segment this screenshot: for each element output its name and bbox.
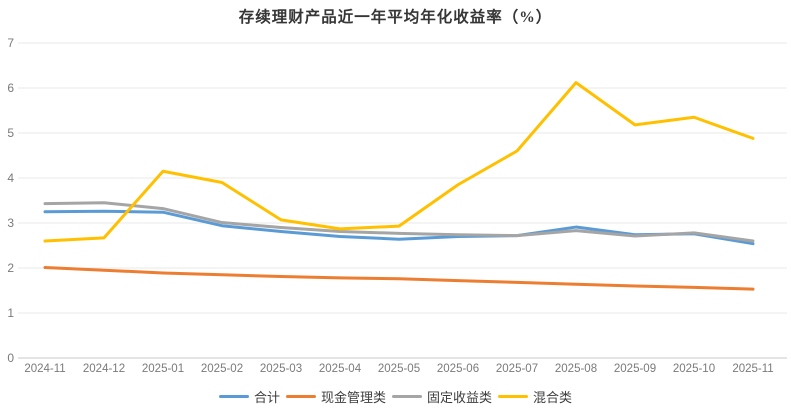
y-tick-label: 3 xyxy=(7,216,14,230)
legend-label: 固定收益类 xyxy=(427,390,493,405)
x-tick-label: 2025-11 xyxy=(732,363,773,375)
legend-swatch-icon xyxy=(285,395,316,398)
series-line-1 xyxy=(43,266,755,291)
x-tick-label: 2025-07 xyxy=(496,363,538,375)
x-tick-label: 2024-11 xyxy=(24,363,65,375)
y-tick-label: 0 xyxy=(7,351,14,365)
legend-item-1: 现金管理类 xyxy=(285,387,386,406)
x-tick-label: 2025-10 xyxy=(673,363,715,375)
series-line-2 xyxy=(43,201,755,243)
x-tick-label: 2025-01 xyxy=(142,363,184,375)
legend-label: 合计 xyxy=(253,390,280,405)
y-tick-label: 4 xyxy=(7,171,14,185)
legend: 合计 现金管理类 固定收益类 混合类 xyxy=(0,387,791,406)
legend-label: 混合类 xyxy=(533,390,573,405)
x-tick-label: 2025-03 xyxy=(260,363,302,375)
x-tick-label: 2025-08 xyxy=(555,363,597,375)
legend-item-3: 混合类 xyxy=(498,387,572,406)
chart-title: 存续理财产品近一年平均年化收益率（%） xyxy=(238,9,553,26)
y-tick-label: 7 xyxy=(7,36,14,50)
x-tick-label: 2025-04 xyxy=(319,363,362,375)
legend-swatch-icon xyxy=(392,395,422,398)
x-tick-label: 2025-02 xyxy=(201,363,243,375)
legend-swatch-icon xyxy=(498,395,529,398)
legend-item-2: 固定收益类 xyxy=(392,387,492,406)
y-tick-label: 5 xyxy=(7,126,14,140)
x-tick-label: 2025-09 xyxy=(614,363,656,375)
x-tick-label: 2024-12 xyxy=(83,363,125,375)
x-tick-label: 2025-06 xyxy=(437,363,479,375)
series-line-3 xyxy=(43,81,755,243)
y-tick-label: 1 xyxy=(7,306,14,320)
y-tick-label: 6 xyxy=(7,81,14,95)
legend-label: 现金管理类 xyxy=(320,390,386,405)
y-tick-label: 2 xyxy=(7,261,14,275)
legend-item-0: 合计 xyxy=(218,387,280,406)
x-tick-label: 2025-05 xyxy=(378,363,420,375)
legend-swatch-icon xyxy=(218,395,249,398)
